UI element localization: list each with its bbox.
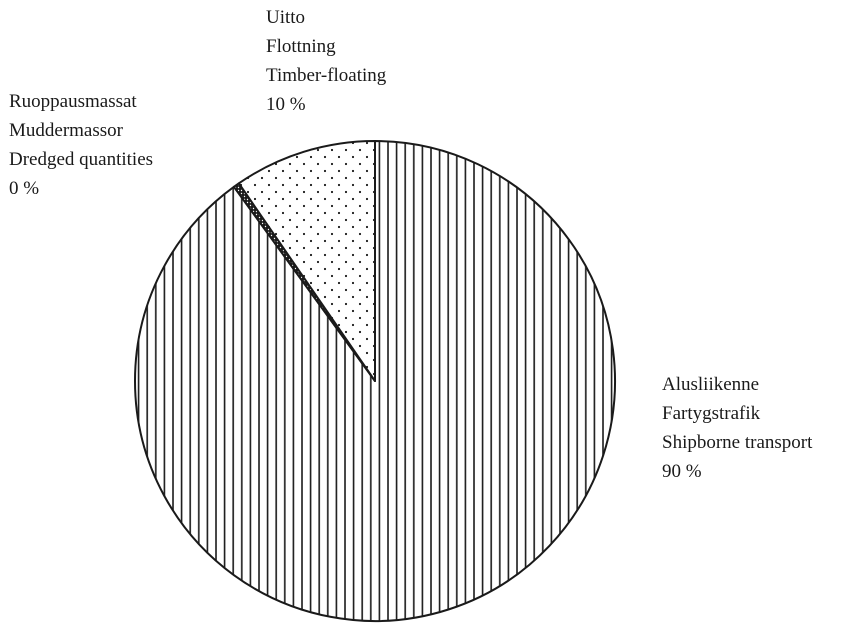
label-line-finnish: Uitto <box>266 7 306 28</box>
label-line-english: Shipborne transport <box>662 432 813 453</box>
label-line-swedish: Fartygstrafik <box>662 403 761 424</box>
slice-label-shipborne-transport: Alusliikenne Fartygstrafik Shipborne tra… <box>662 370 812 486</box>
label-line-percent: 90 % <box>662 461 702 482</box>
label-line-percent: 0 % <box>9 178 40 199</box>
label-line-english: Timber-floating <box>266 65 387 86</box>
label-line-english: Dredged quantities <box>9 149 154 170</box>
pie-slices <box>134 140 616 622</box>
slice-label-dredged-quantities: Ruoppausmassat Muddermassor Dredged quan… <box>9 87 153 203</box>
slice-label-timber-floating: Uitto Flottning Timber-floating 10 % <box>266 3 386 119</box>
pie-slice-timber <box>237 140 376 382</box>
label-line-swedish: Muddermassor <box>9 120 123 141</box>
label-line-percent: 10 % <box>266 94 306 115</box>
label-line-swedish: Flottning <box>266 36 336 57</box>
label-line-finnish: Ruoppausmassat <box>9 91 137 112</box>
label-line-finnish: Alusliikenne <box>662 374 760 395</box>
